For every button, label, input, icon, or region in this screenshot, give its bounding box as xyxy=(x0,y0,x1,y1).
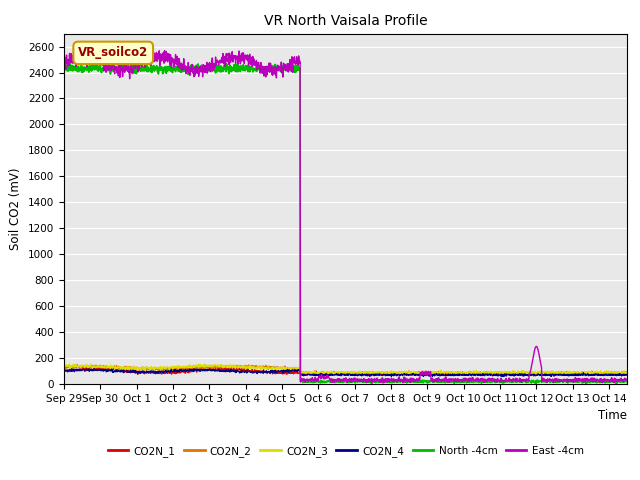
X-axis label: Time: Time xyxy=(598,409,627,422)
Y-axis label: Soil CO2 (mV): Soil CO2 (mV) xyxy=(10,168,22,250)
Legend: CO2N_1, CO2N_2, CO2N_3, CO2N_4, North -4cm, East -4cm: CO2N_1, CO2N_2, CO2N_3, CO2N_4, North -4… xyxy=(103,442,588,461)
Title: VR North Vaisala Profile: VR North Vaisala Profile xyxy=(264,14,428,28)
Text: VR_soilco2: VR_soilco2 xyxy=(78,47,148,60)
